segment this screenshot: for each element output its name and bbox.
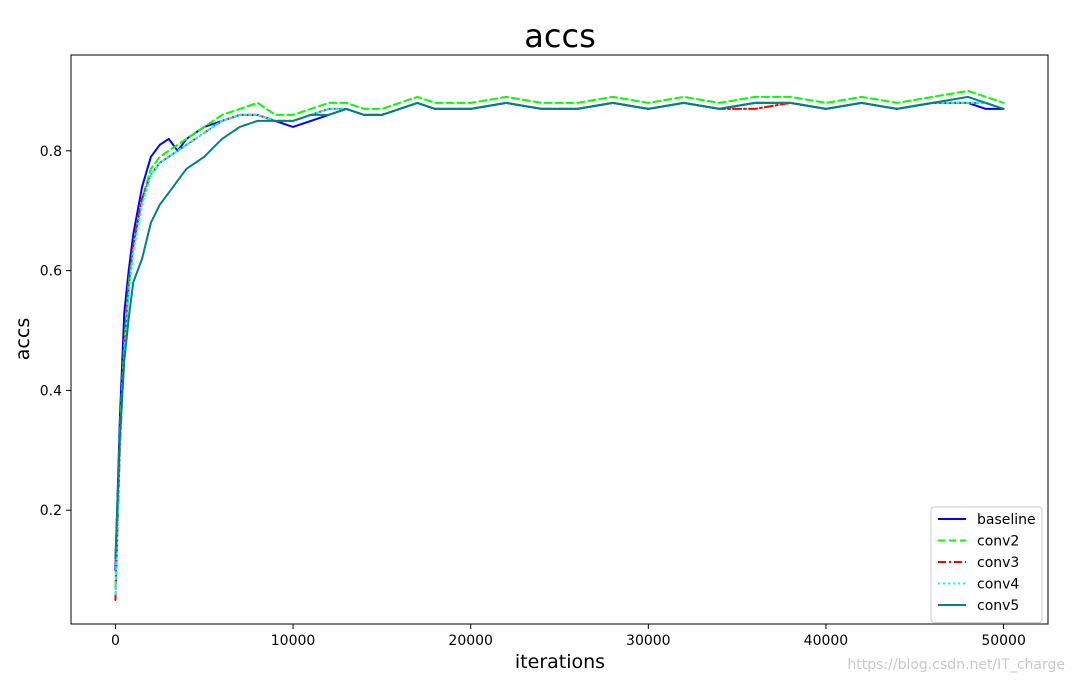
x-tick-label: 50000 bbox=[981, 633, 1026, 649]
legend-label-conv5: conv5 bbox=[977, 598, 1019, 614]
chart-title: accs bbox=[524, 17, 595, 55]
series-line-conv5 bbox=[114, 95, 1005, 560]
plot-area bbox=[70, 54, 1049, 625]
x-tick-label: 0 bbox=[111, 633, 120, 649]
x-tick-label: 30000 bbox=[626, 633, 671, 649]
x-tick-label: 20000 bbox=[448, 633, 493, 649]
y-tick-label: 0.6 bbox=[40, 264, 62, 280]
legend-label-conv2: conv2 bbox=[977, 534, 1019, 550]
x-axis: 0 10000 20000 30000 40000 50000 bbox=[111, 624, 1026, 649]
legend-box bbox=[930, 506, 1043, 623]
y-axis-label: accs bbox=[12, 318, 34, 360]
legend: baseline conv2 conv3 conv4 conv5 bbox=[930, 506, 1043, 623]
plot-lines bbox=[114, 89, 1005, 601]
series-line-conv2 bbox=[114, 89, 1005, 590]
x-tick-label: 10000 bbox=[271, 633, 316, 649]
y-axis: 0.2 0.4 0.6 0.8 bbox=[40, 144, 71, 519]
watermark: https://blog.csdn.net/IT_charge bbox=[847, 657, 1065, 673]
x-tick-label: 40000 bbox=[804, 633, 849, 649]
y-tick-label: 0.8 bbox=[40, 144, 62, 160]
x-axis-label: iterations bbox=[515, 651, 605, 673]
y-tick-label: 0.2 bbox=[40, 503, 62, 519]
legend-label-baseline: baseline bbox=[977, 512, 1036, 528]
legend-label-conv3: conv3 bbox=[977, 555, 1019, 571]
legend-label-conv4: conv4 bbox=[977, 577, 1019, 593]
y-tick-label: 0.4 bbox=[40, 383, 62, 399]
